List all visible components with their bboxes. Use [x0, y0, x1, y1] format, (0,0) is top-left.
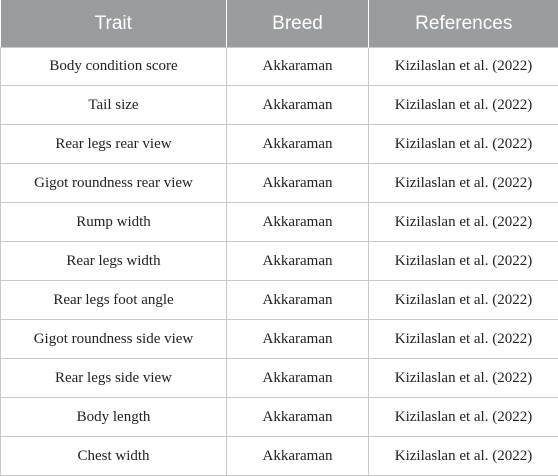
table-row: Rump width Akkaraman Kizilaslan et al. (…	[1, 203, 558, 242]
cell-reference: Kizilaslan et al. (2022)	[369, 125, 558, 164]
cell-trait: Body length	[1, 398, 227, 437]
table-row: Body condition score Akkaraman Kizilasla…	[1, 48, 558, 86]
cell-trait: Rear legs foot angle	[1, 281, 227, 320]
cell-reference: Kizilaslan et al. (2022)	[369, 164, 558, 203]
cell-trait: Tail size	[1, 86, 227, 125]
cell-trait: Rear legs rear view	[1, 125, 227, 164]
cell-reference: Kizilaslan et al. (2022)	[369, 48, 558, 86]
cell-reference: Kizilaslan et al. (2022)	[369, 359, 558, 398]
table-header: Trait Breed References	[1, 0, 558, 48]
cell-trait: Chest width	[1, 437, 227, 476]
table-row: Chest width Akkaraman Kizilaslan et al. …	[1, 437, 558, 476]
cell-trait: Gigot roundness side view	[1, 320, 227, 359]
header-breed: Breed	[227, 0, 369, 48]
table-row: Rear legs foot angle Akkaraman Kizilasla…	[1, 281, 558, 320]
table-row: Gigot roundness rear view Akkaraman Kizi…	[1, 164, 558, 203]
cell-trait: Rear legs side view	[1, 359, 227, 398]
cell-trait: Rump width	[1, 203, 227, 242]
table-row: Rear legs width Akkaraman Kizilaslan et …	[1, 242, 558, 281]
table-row: Gigot roundness side view Akkaraman Kizi…	[1, 320, 558, 359]
table-row: Rear legs side view Akkaraman Kizilaslan…	[1, 359, 558, 398]
cell-reference: Kizilaslan et al. (2022)	[369, 398, 558, 437]
cell-breed: Akkaraman	[227, 164, 369, 203]
cell-reference: Kizilaslan et al. (2022)	[369, 203, 558, 242]
cell-trait: Gigot roundness rear view	[1, 164, 227, 203]
cell-reference: Kizilaslan et al. (2022)	[369, 320, 558, 359]
cell-breed: Akkaraman	[227, 398, 369, 437]
cell-breed: Akkaraman	[227, 203, 369, 242]
cell-breed: Akkaraman	[227, 281, 369, 320]
cell-breed: Akkaraman	[227, 359, 369, 398]
table-body: Body condition score Akkaraman Kizilasla…	[1, 48, 558, 476]
header-trait: Trait	[1, 0, 227, 48]
table-row: Tail size Akkaraman Kizilaslan et al. (2…	[1, 86, 558, 125]
cell-reference: Kizilaslan et al. (2022)	[369, 437, 558, 476]
header-row: Trait Breed References	[1, 0, 558, 48]
cell-reference: Kizilaslan et al. (2022)	[369, 86, 558, 125]
cell-breed: Akkaraman	[227, 86, 369, 125]
cell-breed: Akkaraman	[227, 320, 369, 359]
cell-reference: Kizilaslan et al. (2022)	[369, 242, 558, 281]
table-row: Body length Akkaraman Kizilaslan et al. …	[1, 398, 558, 437]
cell-trait: Body condition score	[1, 48, 227, 86]
cell-reference: Kizilaslan et al. (2022)	[369, 281, 558, 320]
header-references: References	[369, 0, 558, 48]
cell-breed: Akkaraman	[227, 437, 369, 476]
cell-breed: Akkaraman	[227, 48, 369, 86]
cell-breed: Akkaraman	[227, 125, 369, 164]
cell-breed: Akkaraman	[227, 242, 369, 281]
cell-trait: Rear legs width	[1, 242, 227, 281]
table-row: Rear legs rear view Akkaraman Kizilaslan…	[1, 125, 558, 164]
